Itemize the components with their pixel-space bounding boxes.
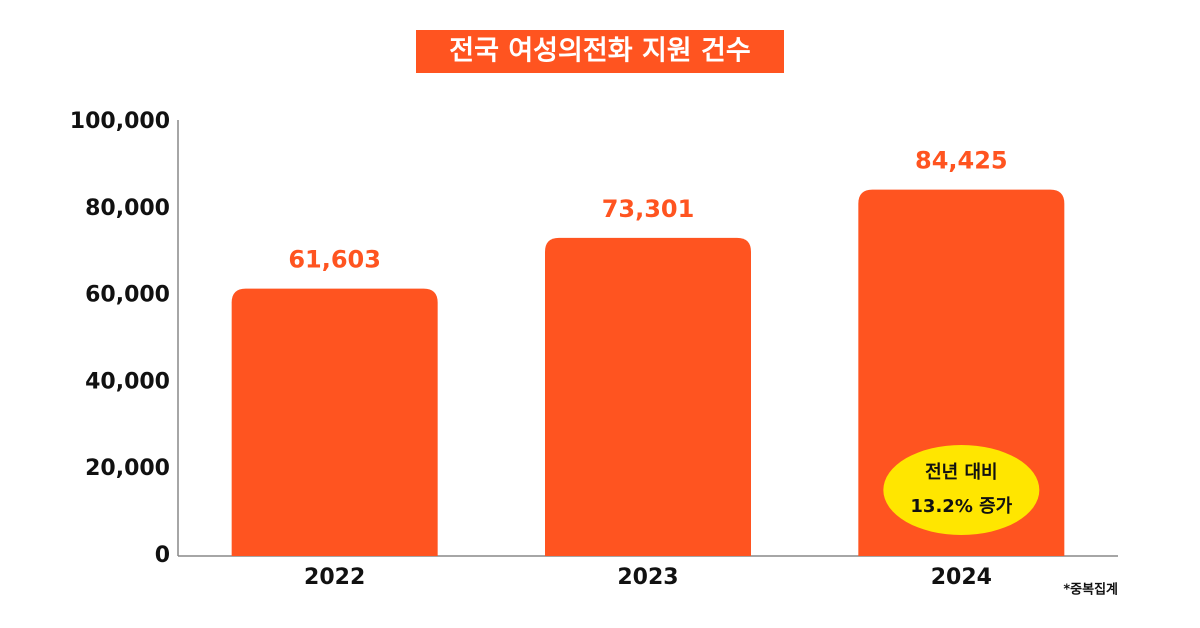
y-tick-label: 80,000	[85, 196, 170, 221]
y-tick-label: 20,000	[85, 456, 170, 481]
y-tick-label: 100,000	[70, 109, 170, 134]
title-box	[416, 30, 784, 73]
y-tick-label: 40,000	[85, 369, 170, 394]
y-tick-label: 60,000	[85, 283, 170, 308]
y-tick-label: 0	[155, 543, 170, 568]
bar	[231, 288, 438, 556]
x-tick-label: 2024	[931, 565, 992, 590]
annotation: 13.2% 증가	[910, 496, 1012, 517]
value-label: 73,301	[602, 195, 695, 223]
annotation: 전년 대비	[925, 462, 998, 483]
value-label: 61,603	[288, 246, 381, 274]
bar	[545, 237, 751, 556]
chart-title: 전국 여성의전화 지원 건수	[449, 36, 750, 67]
x-tick-label: 2023	[617, 565, 678, 590]
value-label: 84,425	[915, 147, 1008, 175]
footnote: *중복집계	[1063, 583, 1118, 598]
annotation-bubble	[883, 445, 1040, 535]
x-tick-label: 2022	[304, 565, 365, 590]
